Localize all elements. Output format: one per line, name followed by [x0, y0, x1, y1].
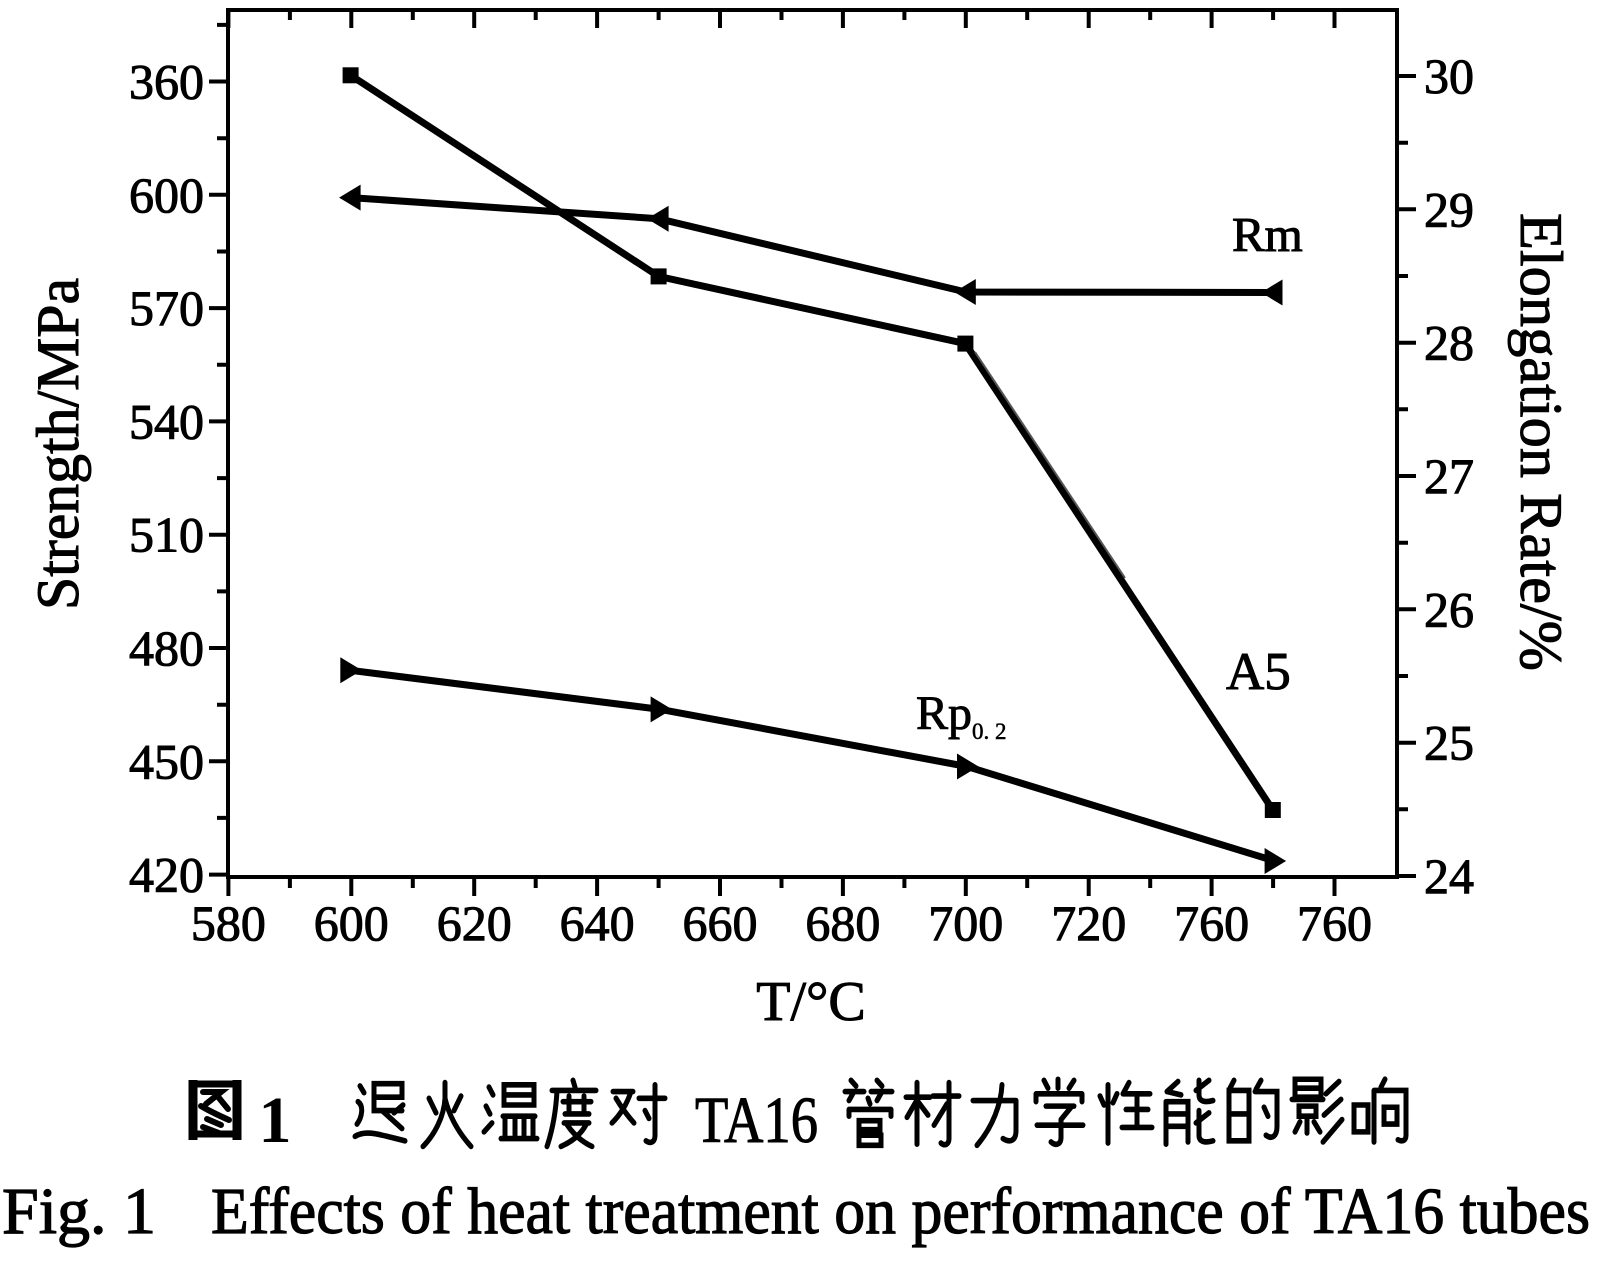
svg-text:600: 600	[314, 895, 389, 951]
svg-text:A5: A5	[1226, 643, 1291, 701]
svg-text:24: 24	[1424, 848, 1474, 904]
svg-text:450: 450	[129, 733, 204, 789]
svg-text:Elongation Rate/%: Elongation Rate/%	[1508, 213, 1574, 671]
svg-text:TA16: TA16	[695, 1084, 818, 1157]
svg-text:Fig. 1: Fig. 1	[2, 1175, 156, 1248]
svg-text:1: 1	[259, 1084, 292, 1157]
svg-text:Rm: Rm	[1232, 207, 1303, 262]
svg-text:580: 580	[191, 895, 266, 951]
svg-text:Strength/MPa: Strength/MPa	[25, 278, 91, 610]
svg-text:25: 25	[1424, 715, 1474, 771]
svg-text:30: 30	[1424, 48, 1474, 104]
svg-text:29: 29	[1424, 181, 1474, 237]
svg-text:640: 640	[560, 895, 635, 951]
svg-text:Effects of heat treatment on p: Effects of heat treatment on performance…	[211, 1175, 1590, 1248]
svg-text:360: 360	[129, 54, 204, 110]
svg-text:27: 27	[1424, 448, 1474, 504]
svg-text:620: 620	[437, 895, 512, 951]
svg-text:660: 660	[683, 895, 758, 951]
svg-text:540: 540	[129, 393, 204, 449]
svg-text:28: 28	[1424, 315, 1474, 371]
svg-text:600: 600	[129, 167, 204, 223]
svg-text:480: 480	[129, 620, 204, 676]
svg-text:720: 720	[1051, 895, 1126, 951]
svg-text:760: 760	[1297, 895, 1372, 951]
svg-text:26: 26	[1424, 581, 1474, 637]
svg-text:T/°C: T/°C	[756, 971, 866, 1033]
svg-text:680: 680	[805, 895, 880, 951]
svg-text:700: 700	[928, 895, 1003, 951]
svg-text:760: 760	[1174, 895, 1249, 951]
svg-text:570: 570	[129, 280, 204, 336]
svg-text:510: 510	[129, 507, 204, 563]
svg-text:420: 420	[129, 847, 204, 903]
